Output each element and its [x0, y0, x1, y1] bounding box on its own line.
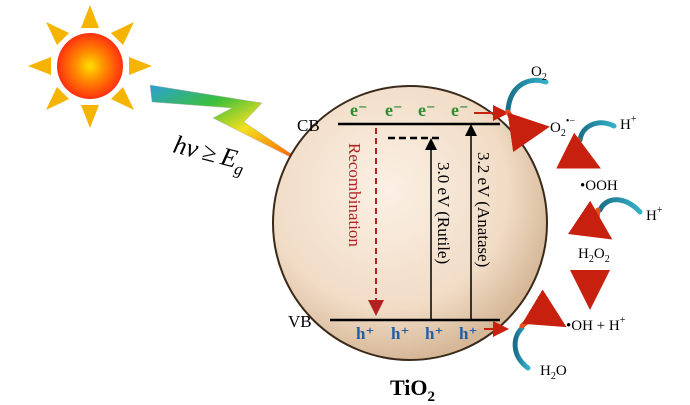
electron: e⁻ [418, 100, 436, 120]
material-label: TiO2 [390, 375, 435, 405]
rutile-gap-label: 3.0 eV (Rutile) [434, 162, 453, 264]
recombination-label: Recombination [345, 143, 364, 247]
anatase-gap-label: 3.2 eV (Anatase) [474, 152, 493, 267]
hole: h⁺ [356, 324, 374, 343]
hole: h⁺ [391, 324, 409, 343]
ooh-species: •OOH [580, 178, 618, 194]
electron: e⁻ [385, 100, 403, 120]
o2-reduction-arc [505, 77, 549, 113]
superoxide-arrow [505, 109, 550, 153]
hole: h⁺ [459, 324, 477, 343]
h2o2-arrow [567, 200, 613, 240]
hole: h⁺ [425, 324, 443, 343]
h2o2-species: H2O2 [578, 246, 610, 265]
sun-icon [28, 5, 152, 128]
h-plus-species: H+ [646, 205, 663, 224]
hydroxyl-species: •OH + H+ [566, 315, 626, 334]
water-oxidation-arc [512, 325, 531, 371]
light-bolt-icon [149, 84, 313, 169]
protonation-arc-2 [597, 197, 643, 215]
cb-label: CB [297, 116, 320, 135]
h-plus-species: H+ [620, 114, 637, 133]
vb-label: VB [288, 312, 312, 331]
photon-energy-label: hν≥Eg [170, 130, 249, 180]
electron: e⁻ [350, 100, 368, 120]
electron: e⁻ [451, 100, 469, 120]
ooh-arrow [556, 132, 601, 169]
o2-species: O2 [531, 64, 547, 83]
water-species: H2O [540, 363, 567, 382]
protonation-arc-1 [577, 120, 617, 143]
oh-radical-arrow [519, 289, 567, 329]
superoxide-species: O2•− [550, 116, 575, 139]
tio2-particle [272, 85, 548, 361]
